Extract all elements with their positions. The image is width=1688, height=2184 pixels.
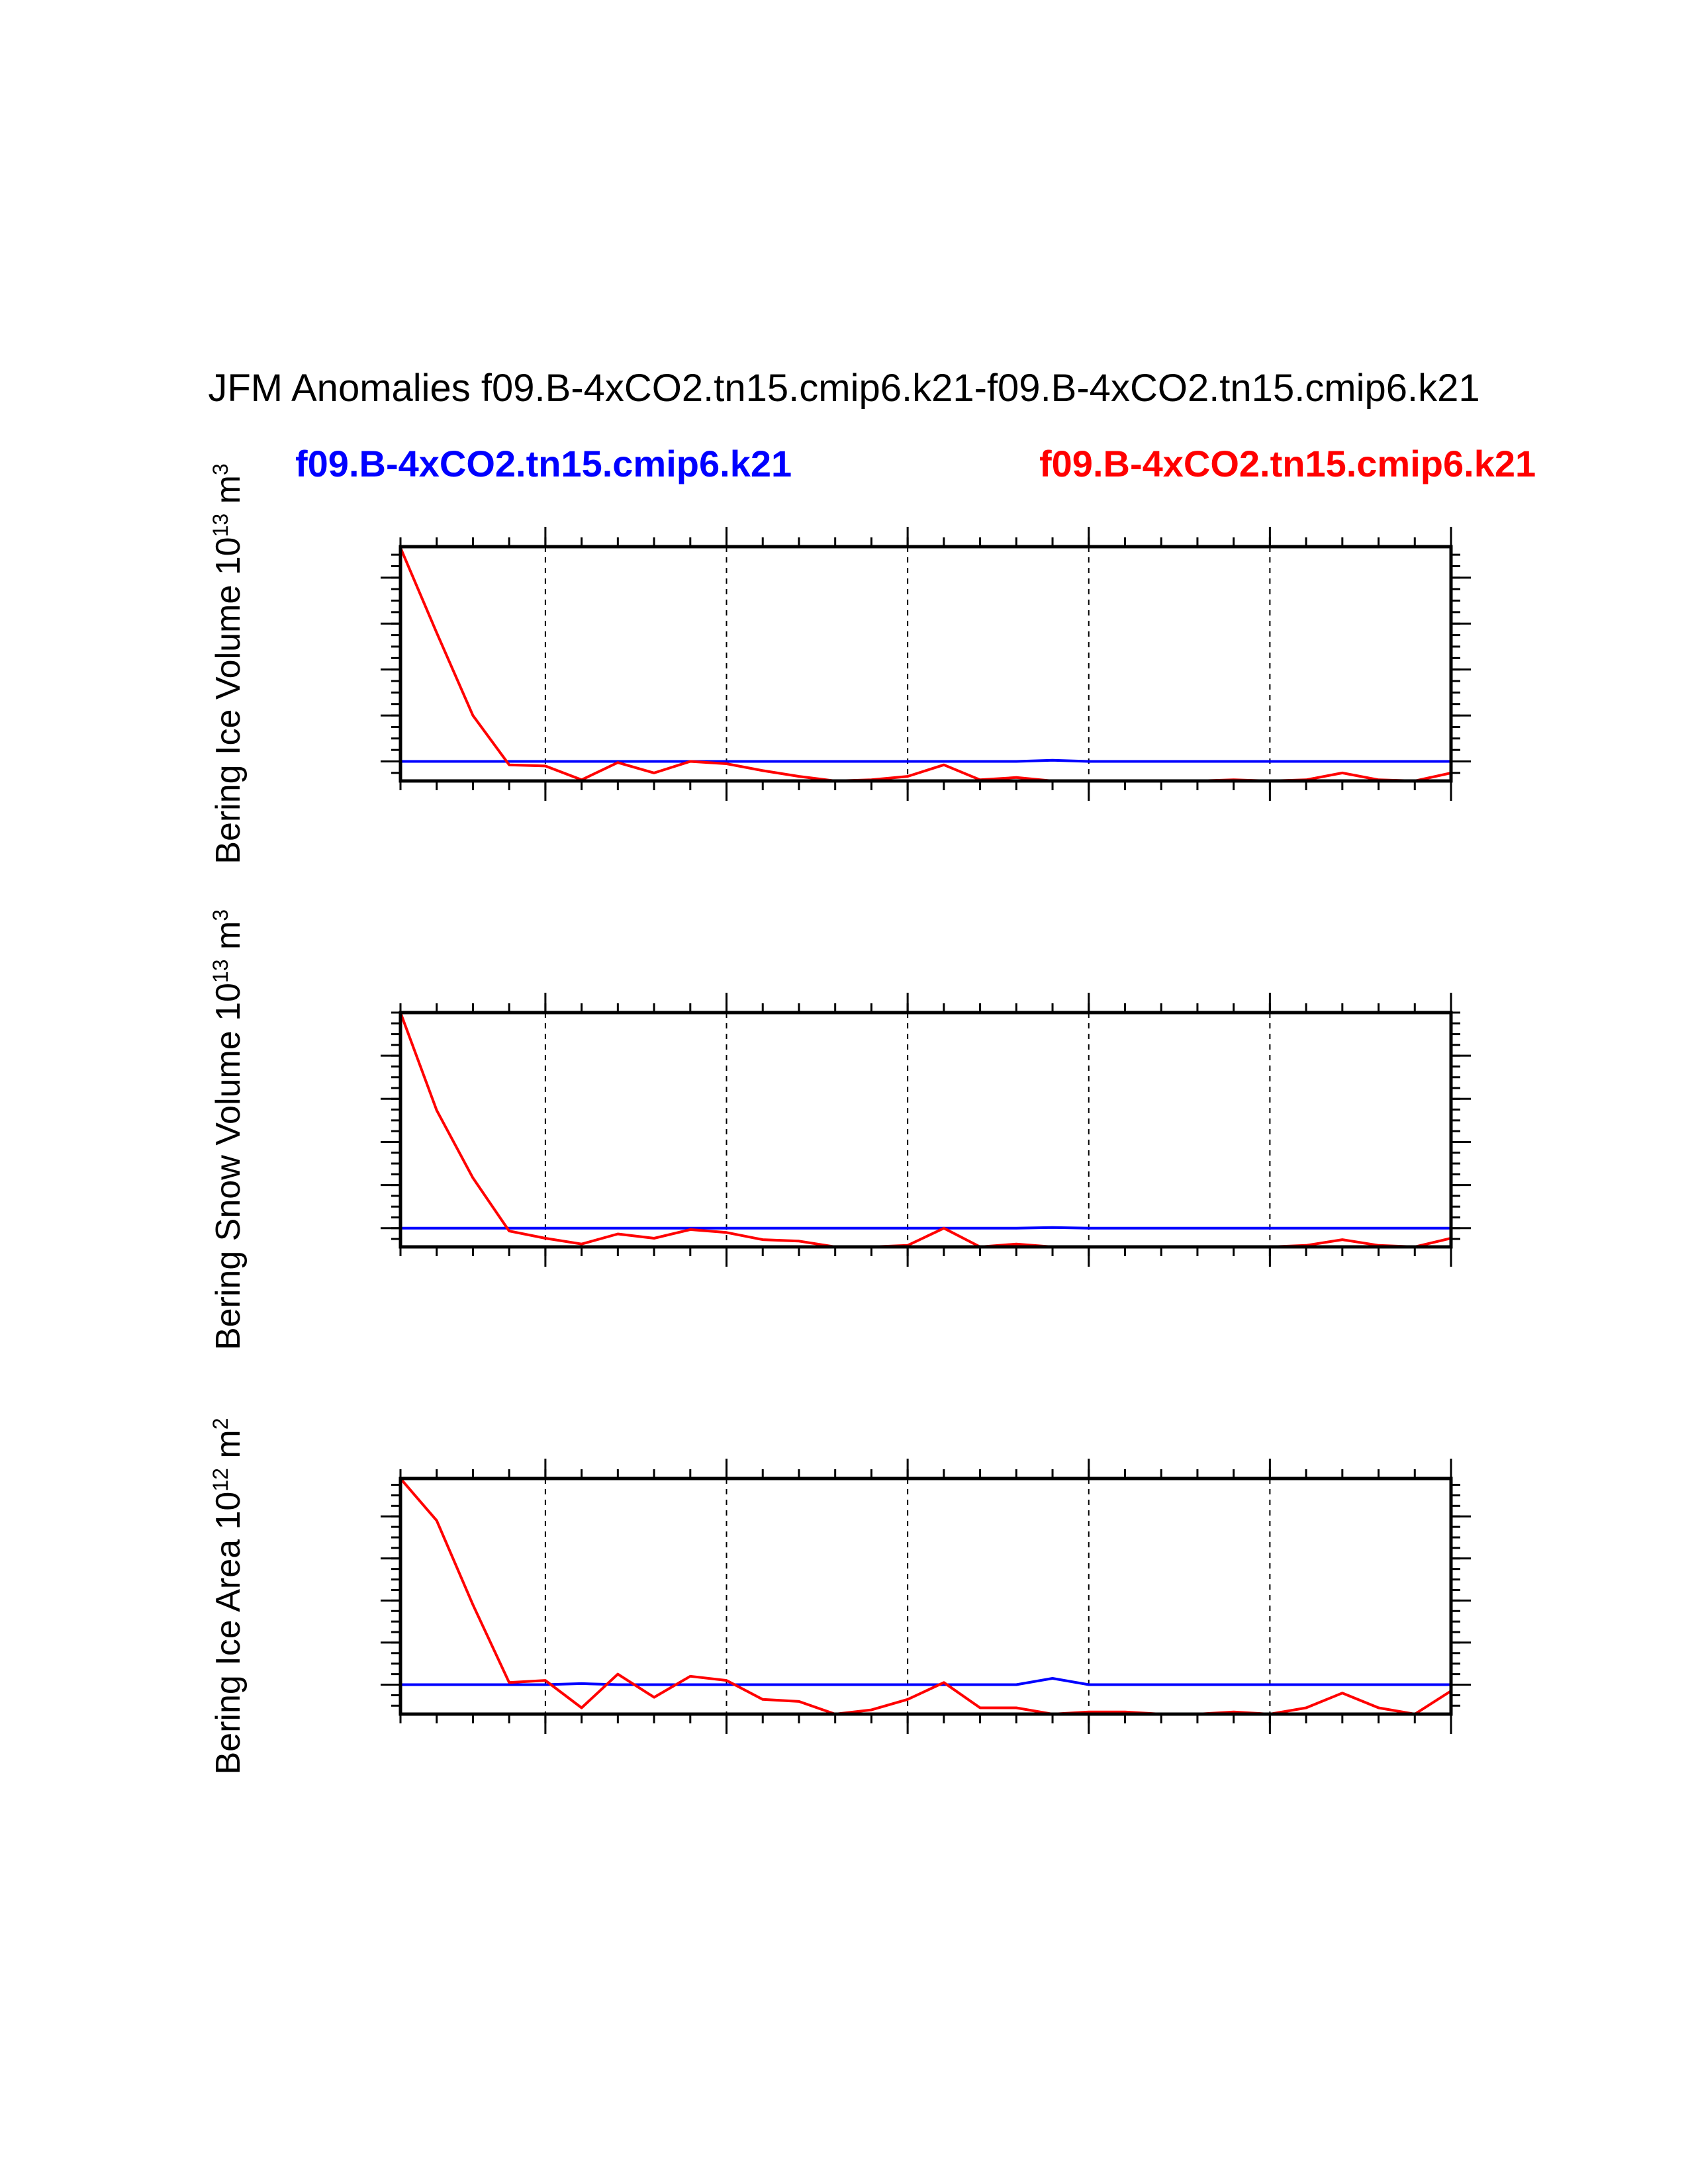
- y-axis-label-part: Bering Snow Volume 10: [209, 983, 248, 1350]
- series-line-red: [400, 1479, 1451, 1714]
- y-axis-label-part: 13: [209, 514, 232, 537]
- legend-blue-label: f09.B-4xCO2.tn15.cmip6.k21: [295, 443, 792, 484]
- y-axis-label-part: Bering Ice Area 10: [209, 1492, 248, 1775]
- legend-red-label: f09.B-4xCO2.tn15.cmip6.k21: [1039, 443, 1536, 484]
- plot-frame: [399, 1011, 1453, 1249]
- y-axis-label: Bering Snow Volume 1013 m3: [209, 909, 248, 1350]
- y-axis-label-part: m: [209, 475, 248, 514]
- plot-frame: [399, 545, 1453, 783]
- chart-panel-1: Bering Ice Volume 1013 m3: [209, 463, 1471, 864]
- y-axis-label-part: m: [209, 1430, 248, 1468]
- y-axis-label-part: m: [209, 921, 248, 960]
- y-axis-label: Bering Ice Area 1012 m2: [209, 1418, 248, 1775]
- series-line-blue: [400, 758, 1451, 763]
- y-axis-label-part: 2: [209, 1418, 232, 1430]
- plot-area: [400, 547, 1451, 781]
- y-axis-label-part: Bering Ice Volume 10: [209, 537, 248, 864]
- series-line-red: [400, 547, 1451, 781]
- series-line-red: [400, 1013, 1451, 1247]
- y-axis-label-part: 12: [209, 1468, 232, 1492]
- y-axis-label: Bering Ice Volume 1013 m3: [209, 463, 248, 864]
- series-line-blue: [400, 1677, 1451, 1686]
- chart-panel-2: Bering Snow Volume 1013 m3: [209, 909, 1471, 1350]
- plot-frame: [399, 1477, 1453, 1716]
- chart-panel-3: Bering Ice Area 1012 m2: [209, 1418, 1471, 1775]
- y-axis-label-part: 13: [209, 959, 232, 983]
- y-axis-label-part: 3: [209, 909, 232, 921]
- plot-area: [400, 1479, 1451, 1714]
- figure-title: JFM Anomalies f09.B-4xCO2.tn15.cmip6.k21…: [208, 367, 1479, 410]
- y-axis-label-part: 3: [209, 463, 232, 475]
- plot-area: [400, 1013, 1451, 1247]
